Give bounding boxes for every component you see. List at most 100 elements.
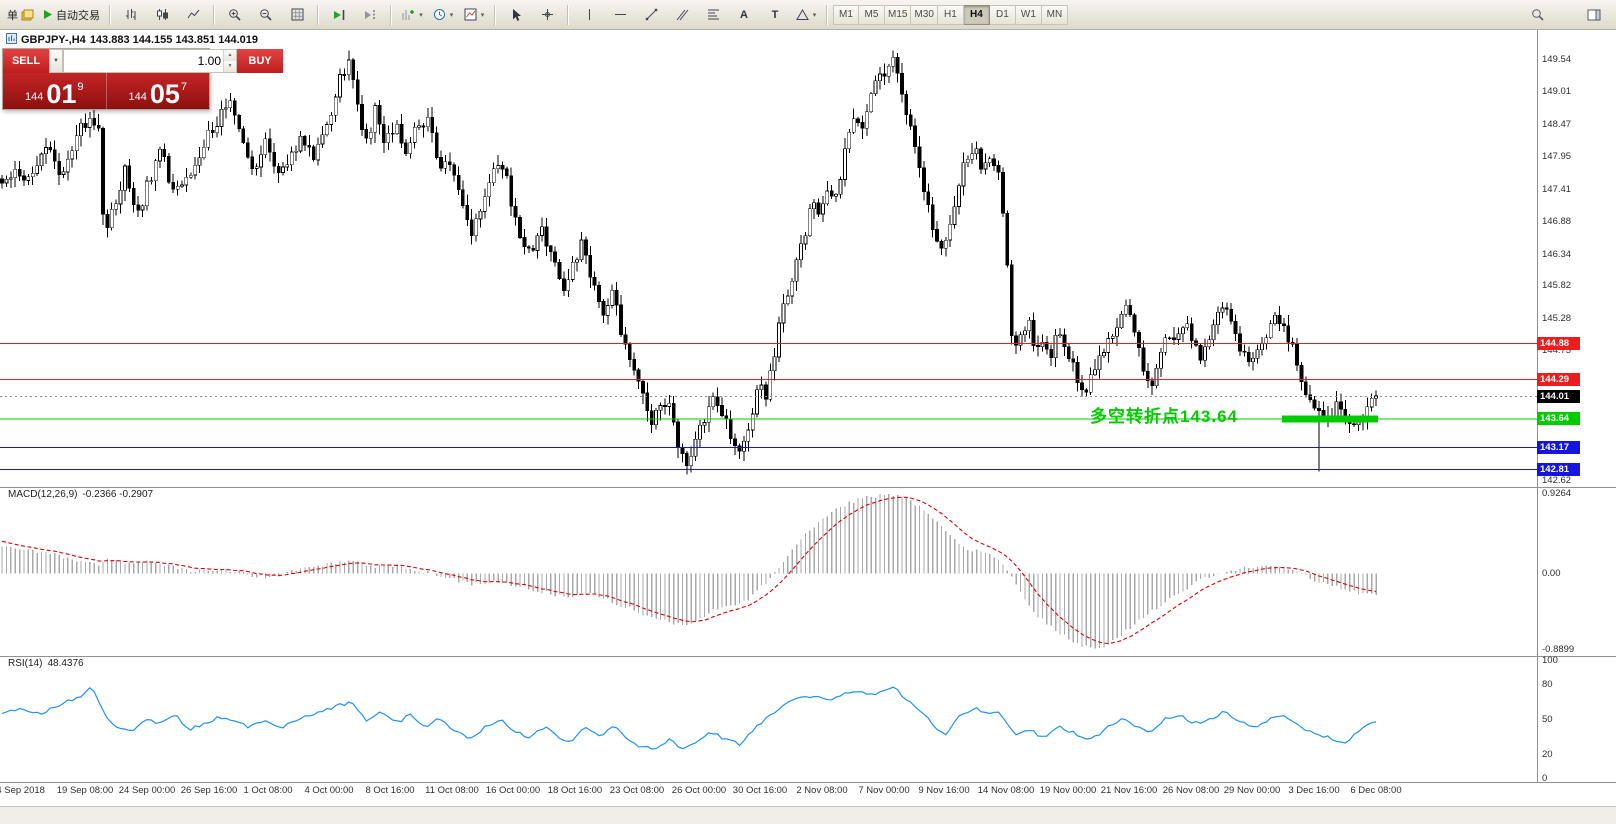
zoom-out-icon (259, 8, 273, 22)
search-button[interactable] (1523, 3, 1553, 27)
cursor-button[interactable] (501, 3, 531, 27)
indicators-menu-button[interactable] (397, 3, 427, 27)
time-tick: 8 Oct 16:00 (365, 785, 415, 796)
time-tick: 14 Nov 08:00 (977, 785, 1035, 796)
volume-input[interactable] (64, 50, 223, 72)
template-menu-button[interactable] (459, 3, 489, 27)
macd-tick: 0.00 (1542, 567, 1561, 579)
vertical-line-icon (585, 8, 594, 21)
autotrade-play-icon (43, 9, 53, 20)
timeframe-m15[interactable]: M15 (885, 4, 912, 25)
sell-price[interactable]: 144 01 9 (3, 73, 106, 109)
time-tick: 19 Sep 08:00 (56, 785, 114, 796)
grid-button[interactable] (282, 3, 312, 27)
time-tick: 26 Oct 00:00 (671, 785, 727, 796)
text-tool-label: A (740, 8, 748, 21)
rsi-tick: 20 (1542, 749, 1553, 761)
toolbar-separator (826, 4, 828, 25)
fibonacci-icon (707, 8, 720, 21)
autotrading-button[interactable]: 自动交易 (39, 3, 104, 27)
time-tick: 30 Oct 16:00 (732, 785, 788, 796)
time-tick: 24 Sep 00:00 (118, 785, 176, 796)
buy-button[interactable]: BUY (237, 49, 283, 73)
trendline-button[interactable] (636, 3, 666, 27)
shapes-menu-button[interactable] (791, 3, 821, 27)
volume-stepper[interactable]: ▲ ▼ (223, 50, 236, 72)
auto-scroll-button[interactable] (324, 3, 354, 27)
price-tag-current: 144.01 (1537, 389, 1580, 403)
volume-dropdown-button[interactable]: ▼ (49, 49, 63, 73)
price-chart-canvas[interactable] (0, 30, 1616, 808)
chart-icon (6, 33, 17, 47)
timeframe-h4[interactable]: H4 (963, 4, 990, 25)
timeframe-d1[interactable]: D1 (989, 4, 1016, 25)
price-tick: 149.54 (1542, 54, 1572, 65)
text-tool-button[interactable]: A (729, 3, 759, 27)
one-click-trading-widget: SELL ▼ ▲▼ BUY 144 01 9 144 05 7 (2, 48, 283, 110)
label-tool-label: T (771, 8, 779, 21)
new-order-button[interactable]: 单 (3, 3, 38, 27)
fibonacci-button[interactable] (698, 3, 728, 27)
chart-shift-icon (363, 9, 377, 21)
buy-price-prefix: 144 (128, 91, 147, 103)
channel-button[interactable] (667, 3, 697, 27)
line-chart-button[interactable] (178, 3, 208, 27)
timeframe-group: M1 M5 M15 M30 H1 H4 D1 W1 MN (833, 4, 1068, 25)
price-axis[interactable]: 149.54 149.01 148.47 147.95 147.41 146.88 146.… (1537, 30, 1616, 788)
price-tick: 148.47 (1542, 119, 1572, 131)
time-tick: 21 Nov 16:00 (1100, 785, 1158, 796)
vertical-line-button[interactable] (574, 3, 604, 27)
time-tick: 29 Nov 00:00 (1223, 785, 1281, 796)
volume-field: ▲▼ (63, 49, 237, 73)
buy-price[interactable]: 144 05 7 (107, 73, 210, 109)
timeframe-m1[interactable]: M1 (833, 4, 859, 25)
status-strip (0, 806, 1616, 824)
sell-button[interactable]: SELL (3, 49, 49, 73)
volume-up-icon[interactable]: ▲ (224, 50, 236, 61)
label-tool-button[interactable]: T (760, 3, 790, 27)
timeframe-m5[interactable]: M5 (859, 4, 885, 25)
price-tick: 145.82 (1542, 280, 1572, 292)
trade-widget-controls: SELL ▼ ▲▼ BUY (3, 49, 283, 73)
zoom-in-button[interactable] (220, 3, 250, 27)
candlestick-button[interactable] (147, 3, 177, 27)
time-tick: 19 Nov 00:00 (1039, 785, 1097, 796)
macd-name: MACD(12,26,9) (8, 489, 78, 500)
panels-button[interactable] (1579, 3, 1609, 27)
timeframe-h1[interactable]: H1 (937, 4, 964, 25)
time-tick: 4 Oct 00:00 (304, 785, 354, 796)
indicators-add-icon (401, 8, 415, 21)
template-icon (464, 8, 477, 21)
timeframe-mn[interactable]: MN (1041, 4, 1068, 25)
bar-chart-button[interactable] (116, 3, 146, 27)
horizontal-line-button[interactable] (605, 3, 635, 27)
time-axis[interactable]: 14 Sep 2018 19 Sep 08:00 24 Sep 00:00 26 Se… (0, 785, 1537, 799)
symbol-ohlc: 143.883 144.155 143.851 144.019 (89, 34, 259, 46)
crosshair-button[interactable] (532, 3, 562, 27)
rsi-label: RSI(14) 48.4376 (8, 658, 84, 669)
price-tick: 146.88 (1542, 215, 1572, 227)
macd-values: -0.2366 -0.2907 (82, 489, 154, 500)
time-tick: 16 Oct 00:00 (485, 785, 541, 796)
new-order-label: 单 (7, 9, 18, 22)
toolbar-separator (390, 4, 392, 25)
volume-down-icon[interactable]: ▼ (224, 61, 236, 72)
period-menu-button[interactable] (428, 3, 458, 27)
price-tick: 147.95 (1542, 150, 1572, 162)
trade-widget-prices: 144 01 9 144 05 7 (3, 73, 209, 109)
price-tick: 149.01 (1542, 86, 1572, 98)
zoom-out-button[interactable] (251, 3, 281, 27)
chart-shift-button[interactable] (355, 3, 385, 27)
zoom-in-icon (228, 8, 242, 22)
time-tick: 3 Dec 16:00 (1288, 785, 1340, 796)
horizontal-line-icon (614, 10, 627, 19)
timeframe-m30[interactable]: M30 (911, 4, 938, 25)
timeframe-w1[interactable]: W1 (1015, 4, 1042, 25)
toolbar-separator (494, 4, 496, 25)
candlestick-icon (156, 8, 169, 21)
bar-chart-icon (125, 8, 138, 21)
toolbar-separator (567, 4, 569, 25)
time-tick: 14 Sep 2018 (0, 785, 45, 796)
buy-price-sup: 7 (180, 81, 188, 93)
